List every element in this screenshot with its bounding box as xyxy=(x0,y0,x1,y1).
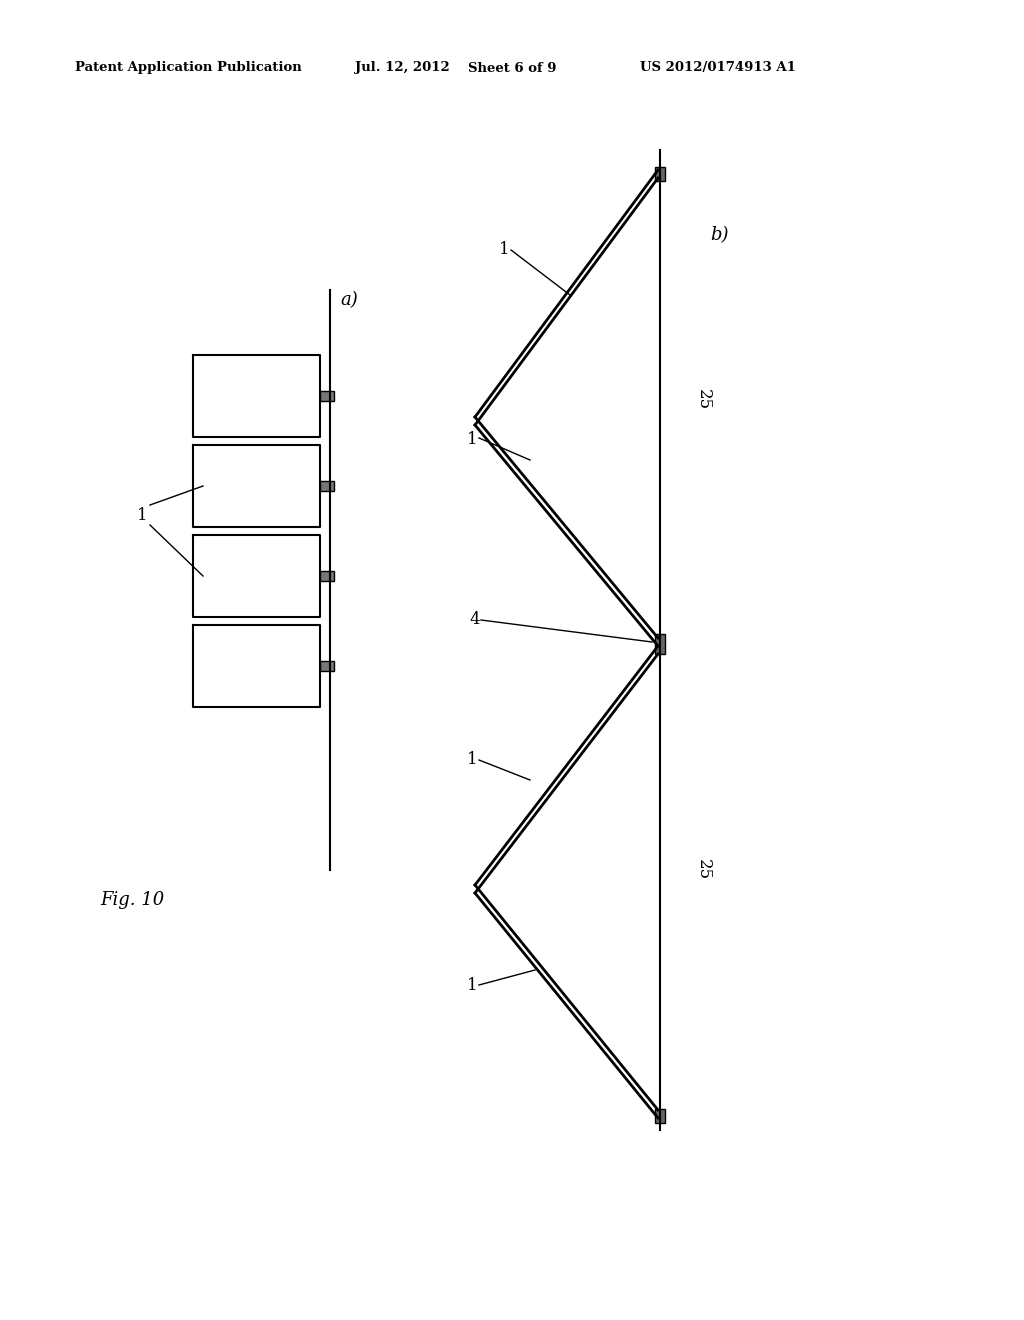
Bar xyxy=(655,1109,665,1123)
Text: 1: 1 xyxy=(467,751,478,768)
Bar xyxy=(655,634,665,653)
Text: 25: 25 xyxy=(695,859,712,880)
Text: 25: 25 xyxy=(695,389,712,411)
Text: 1: 1 xyxy=(137,507,148,524)
Text: b): b) xyxy=(710,226,728,244)
Text: Jul. 12, 2012: Jul. 12, 2012 xyxy=(355,62,450,74)
Text: 1: 1 xyxy=(467,977,478,994)
Bar xyxy=(319,391,334,401)
Text: 1: 1 xyxy=(467,432,478,449)
Bar xyxy=(319,661,334,671)
Text: a): a) xyxy=(340,290,357,309)
Text: Sheet 6 of 9: Sheet 6 of 9 xyxy=(468,62,556,74)
Text: 4: 4 xyxy=(469,611,480,628)
Text: 1: 1 xyxy=(500,242,510,259)
Text: Patent Application Publication: Patent Application Publication xyxy=(75,62,302,74)
Text: US 2012/0174913 A1: US 2012/0174913 A1 xyxy=(640,62,796,74)
Text: Fig. 10: Fig. 10 xyxy=(100,891,164,909)
Bar xyxy=(319,480,334,491)
Bar xyxy=(655,168,665,181)
Bar xyxy=(319,572,334,581)
